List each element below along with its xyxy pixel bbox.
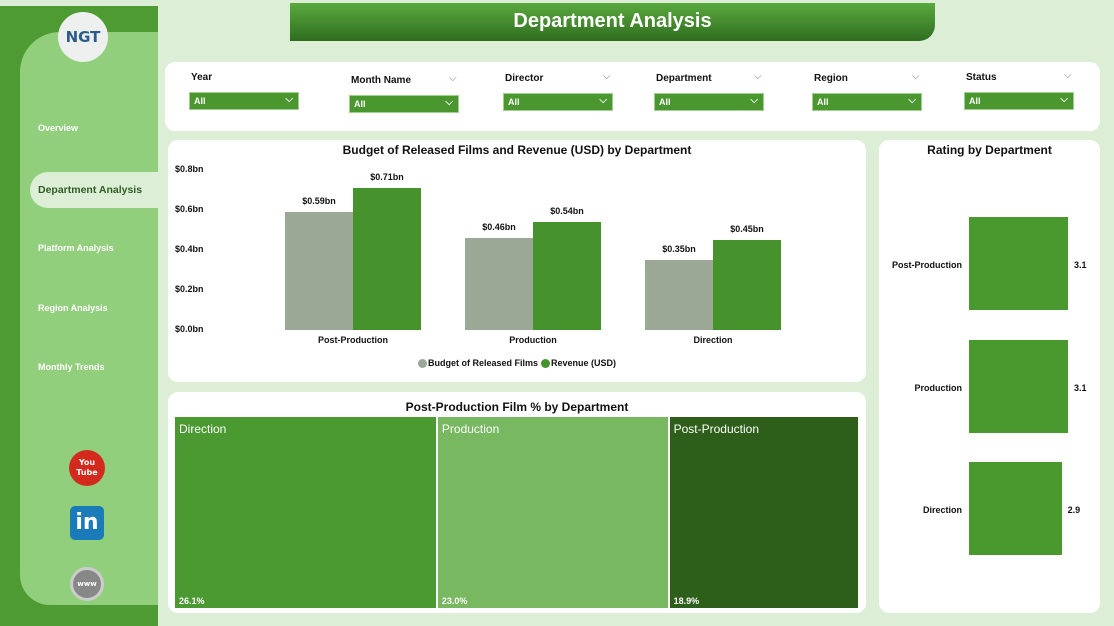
treemap-tile-value: 23.0%: [441, 596, 468, 606]
filter-label-status: Status: [966, 72, 997, 83]
y-tick-label: $0.2bn: [175, 284, 204, 294]
legend-marker-revenue: [541, 359, 550, 368]
nav-platform-analysis[interactable]: Platform Analysis: [38, 243, 114, 253]
filter-dropdown-region[interactable]: All ⌵: [812, 93, 922, 111]
rating-bar: [969, 217, 1068, 310]
treemap-tile-value: 18.9%: [673, 596, 700, 606]
legend-label-budget: Budget of Released Films: [428, 358, 539, 368]
nav-overview[interactable]: Overview: [38, 123, 79, 133]
revenue-bar: [353, 188, 421, 330]
y-tick-label: $0.0bn: [175, 324, 204, 334]
filter-dropdown-status[interactable]: All ⌵: [964, 92, 1074, 110]
dropdown-value: All: [194, 96, 206, 106]
linkedin-icon[interactable]: in: [70, 506, 104, 540]
chevron-down-icon[interactable]: ⌵: [912, 71, 920, 82]
website-icon[interactable]: www: [70, 567, 104, 601]
chevron-down-icon: ⌵: [285, 94, 293, 105]
nav-monthly-trends[interactable]: Monthly Trends: [38, 362, 105, 372]
chevron-down-icon: ⌵: [908, 95, 916, 106]
nav-region-analysis[interactable]: Region Analysis: [38, 303, 108, 313]
budget-bar: [285, 212, 353, 330]
filter-label-year: Year: [191, 72, 213, 83]
treemap-tile-value: 26.1%: [179, 596, 205, 606]
filter-label-month-name: Month Name: [351, 75, 411, 86]
rating-value-label: 2.9: [1067, 505, 1081, 515]
filter-dropdown-year[interactable]: All ⌵: [189, 92, 299, 110]
chevron-down-icon: ⌵: [750, 95, 758, 106]
dropdown-value: All: [508, 97, 520, 107]
youtube-icon[interactable]: You Tube: [69, 450, 105, 486]
treemap-tile-label: Post-Production: [673, 422, 759, 436]
treemap-tile[interactable]: [437, 417, 668, 608]
rating-value-label: 3.1: [1074, 260, 1087, 270]
treemap-tile-label: Direction: [179, 422, 227, 436]
rating-chart-title: Rating by Department: [927, 143, 1052, 157]
filter-dropdown-director[interactable]: All ⌵: [503, 93, 613, 111]
data-label: $0.35bn: [662, 244, 696, 254]
chevron-down-icon[interactable]: ⌵: [449, 73, 457, 84]
filter-label-region: Region: [814, 73, 848, 84]
budget-bar: [645, 260, 713, 330]
linkedin-text: in: [75, 510, 99, 535]
treemap-title: Post-Production Film % by Department: [405, 400, 629, 414]
data-label: $0.45bn: [730, 224, 764, 234]
chevron-down-icon[interactable]: ⌵: [603, 71, 611, 82]
chevron-down-icon: ⌵: [599, 95, 607, 106]
chevron-down-icon: ⌵: [1060, 94, 1068, 105]
rating-category-label: Production: [914, 383, 963, 393]
x-tick-label: Direction: [693, 335, 733, 345]
ngt-logo: NGT: [58, 12, 108, 62]
rating-value-label: 3.1: [1074, 383, 1087, 393]
x-tick-label: Production: [509, 335, 557, 345]
filter-dropdown-department[interactable]: All ⌵: [654, 93, 764, 111]
filter-label-director: Director: [505, 73, 544, 84]
filter-label-department: Department: [656, 73, 712, 84]
rating-category-label: Direction: [922, 505, 962, 515]
youtube-text: You Tube: [76, 458, 98, 477]
treemap-tile[interactable]: [669, 417, 858, 608]
revenue-bar: [713, 240, 781, 330]
data-label: $0.59bn: [302, 196, 336, 206]
dropdown-value: All: [817, 97, 829, 107]
dropdown-value: All: [969, 96, 981, 106]
chevron-down-icon[interactable]: ⌵: [754, 71, 762, 82]
budget-bar: [465, 238, 533, 330]
y-tick-label: $0.6bn: [175, 204, 204, 214]
dropdown-value: All: [659, 97, 671, 107]
filter-dropdown-month-name[interactable]: All ⌵: [349, 95, 459, 113]
chevron-down-icon[interactable]: ⌵: [1064, 70, 1072, 81]
website-text: www: [77, 580, 97, 588]
treemap-tile-label: Production: [441, 422, 500, 436]
dropdown-value: All: [354, 99, 366, 109]
bar-chart-title: Budget of Released Films and Revenue (US…: [342, 143, 692, 157]
data-label: $0.71bn: [370, 172, 404, 182]
x-tick-label: Post-Production: [318, 335, 388, 345]
revenue-bar: [533, 222, 601, 330]
filters-panel: [165, 62, 1100, 131]
data-label: $0.54bn: [550, 206, 584, 216]
page-title: Department Analysis: [290, 3, 935, 41]
rating-category-label: Post-Production: [892, 260, 962, 270]
logo-text: NGT: [65, 28, 101, 46]
treemap-tile[interactable]: [175, 417, 436, 608]
rating-bar: [969, 462, 1062, 555]
y-tick-label: $0.4bn: [175, 244, 204, 254]
chevron-down-icon: ⌵: [445, 97, 453, 108]
rating-bar: [969, 340, 1068, 433]
y-tick-label: $0.8bn: [175, 164, 204, 174]
nav-label: Department Analysis: [38, 184, 143, 196]
legend-marker-budget: [418, 359, 427, 368]
legend-label-revenue: Revenue (USD): [551, 358, 617, 368]
nav-department-analysis[interactable]: Department Analysis: [30, 172, 158, 208]
data-label: $0.46bn: [482, 222, 516, 232]
